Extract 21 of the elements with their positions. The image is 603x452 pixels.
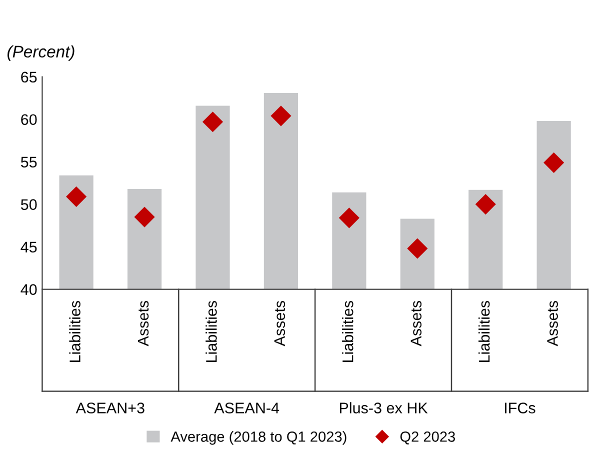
- x-tick-label: Liabilities: [342, 300, 354, 362]
- text: ASEAN+3: [76, 402, 144, 414]
- x-tick-label: Assets: [138, 300, 149, 346]
- text: IFCs: [504, 402, 536, 414]
- text: ASEAN-4: [214, 402, 280, 414]
- x-tick-label: Assets: [410, 300, 422, 346]
- y-tick-label: 60: [21, 114, 37, 126]
- x-tick-label: Assets: [274, 300, 286, 346]
- text: Plus-3 ex HK: [340, 402, 428, 414]
- x-tick-label: Liabilities: [478, 300, 490, 362]
- y-tick-label: 40: [20, 284, 37, 295]
- legend-label: Q2 2023: [400, 432, 455, 444]
- x-tick-label: Liabilities: [69, 300, 80, 362]
- x-tick-label: Liabilities: [206, 300, 217, 362]
- y-tick-label: 50: [20, 199, 37, 210]
- y-tick-label: 65: [21, 72, 37, 83]
- y-tick-label: 55: [20, 156, 37, 168]
- y-tick-label: 45: [20, 242, 37, 252]
- chart-title: (Percent): [8, 45, 74, 61]
- x-tick-label: Assets: [547, 300, 558, 346]
- legend-label: Average (2018 to Q1 2023): [170, 431, 346, 445]
